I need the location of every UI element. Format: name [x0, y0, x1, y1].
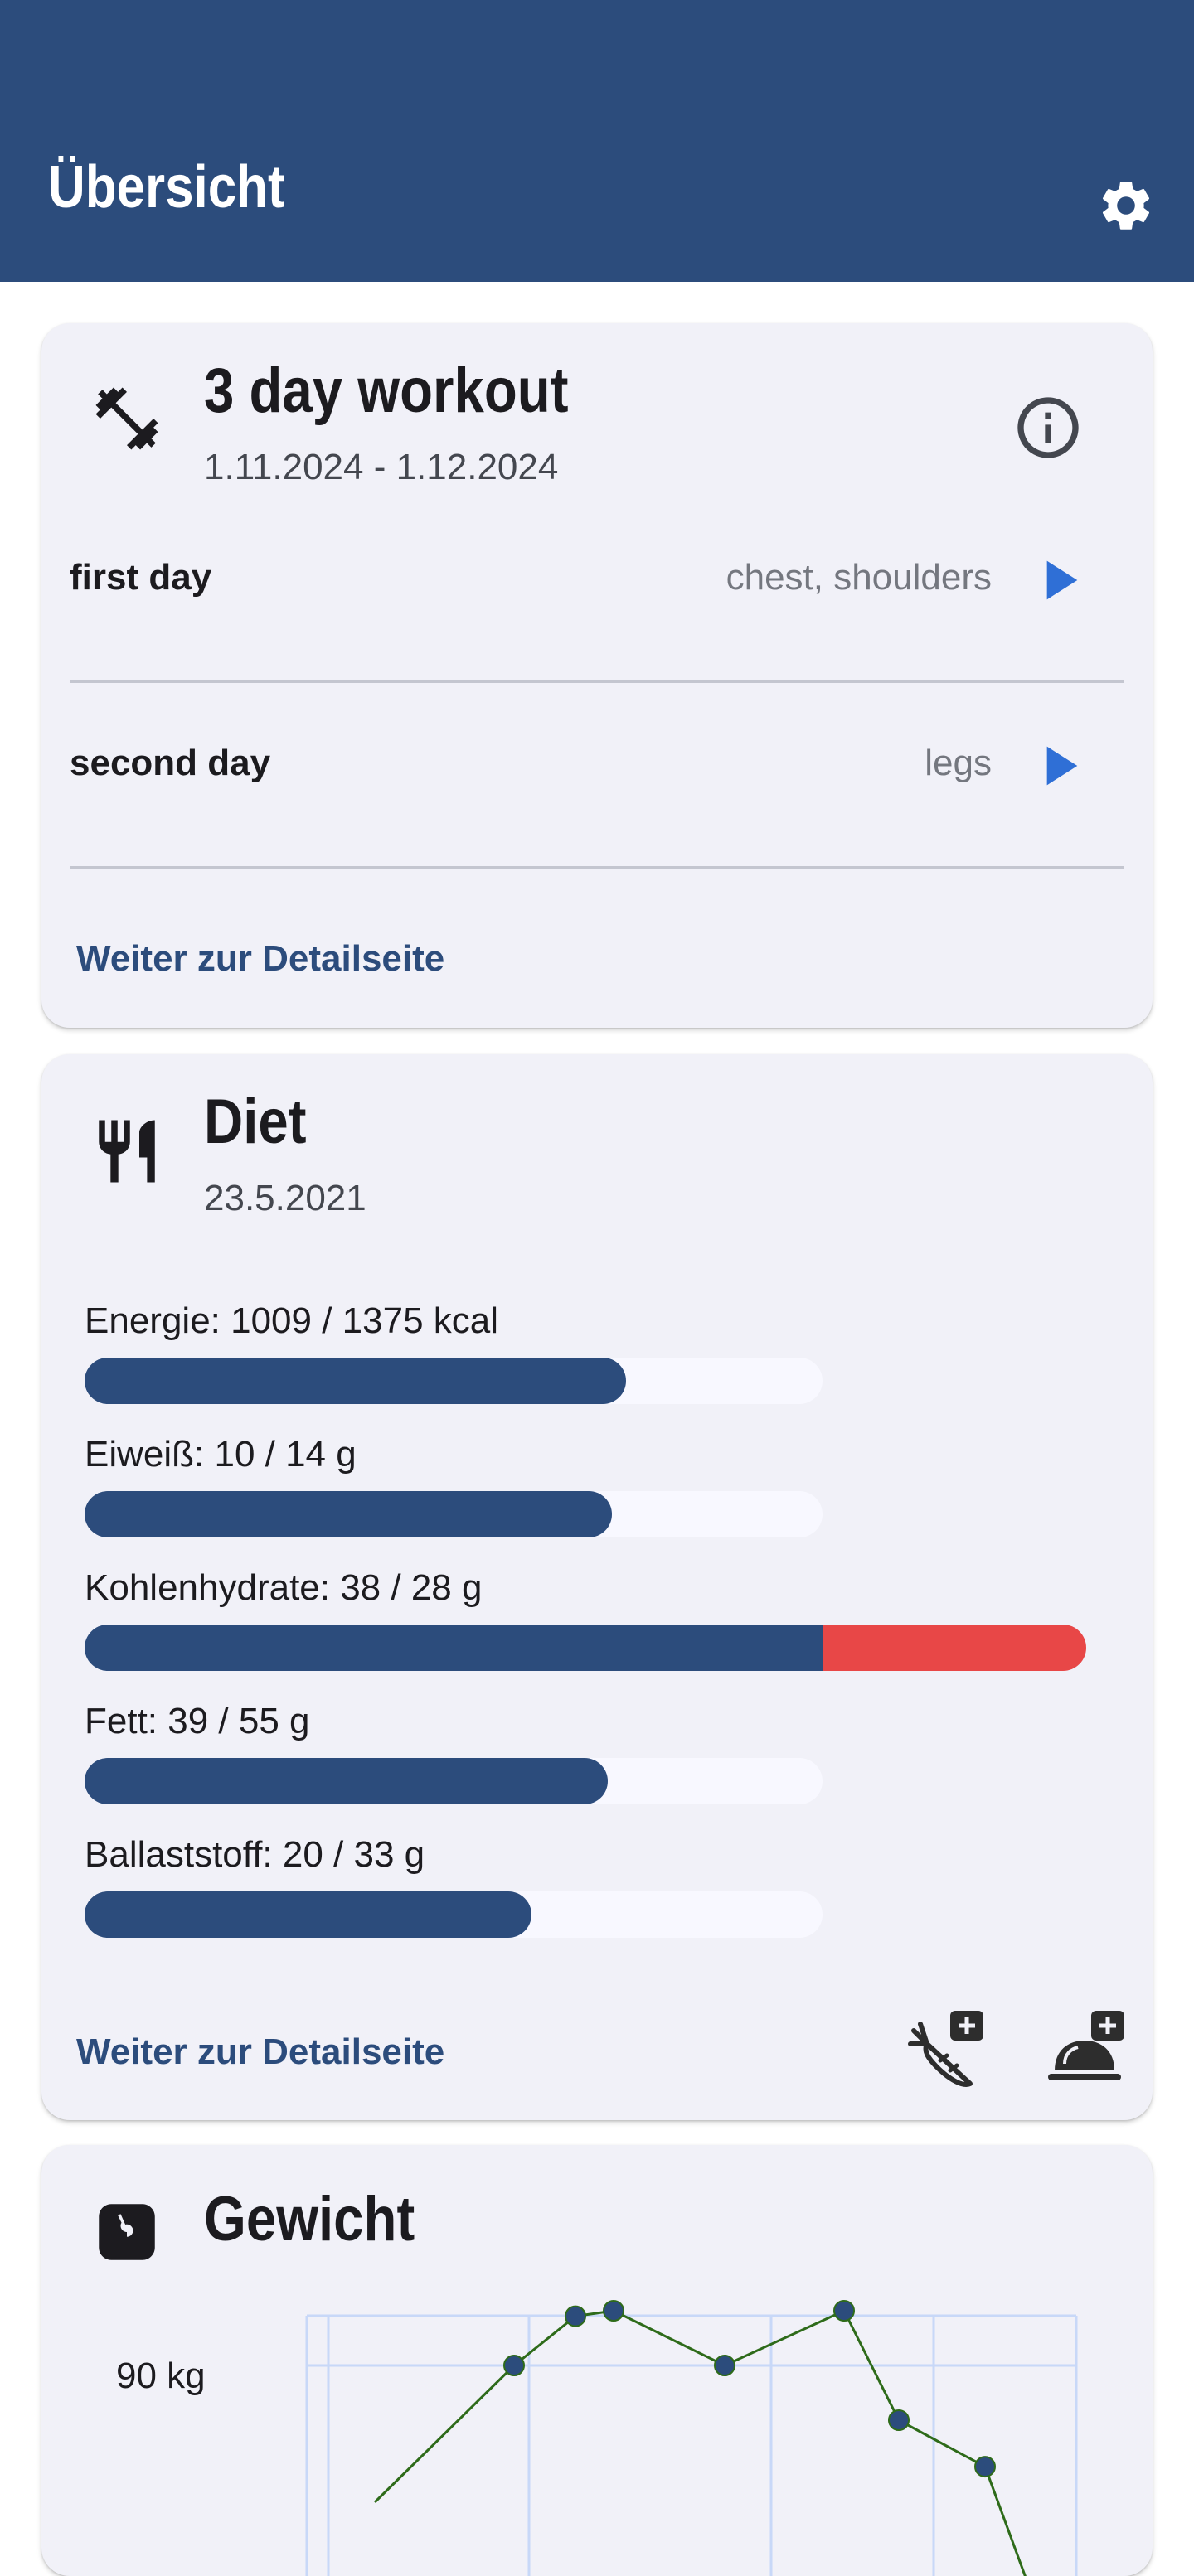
nutrient-progress-bar — [85, 1891, 823, 1938]
info-icon — [1017, 397, 1079, 458]
workout-title: 3 day workout — [204, 356, 569, 426]
weight-card: Gewicht 90 kg — [41, 2145, 1153, 2576]
workout-day-row[interactable]: first day chest, shoulders — [70, 497, 1124, 683]
nutrient-progress-bar — [85, 1358, 823, 1404]
day-name: first day — [70, 557, 212, 598]
diet-title: Diet — [204, 1087, 307, 1157]
weight-series-line — [373, 2309, 1027, 2576]
nutrient-progress-fill — [85, 1758, 609, 1804]
page-title: Übersicht — [48, 154, 285, 220]
divider — [70, 866, 1124, 869]
add-meal-button[interactable] — [1045, 2007, 1128, 2090]
start-day-button[interactable] — [1025, 547, 1091, 613]
day-muscles: legs — [925, 743, 992, 783]
info-button[interactable] — [1012, 391, 1085, 464]
y-tick-label: 90 kg — [116, 2356, 206, 2396]
carrot-add-icon — [908, 2011, 983, 2087]
weight-data-point[interactable] — [565, 2305, 586, 2327]
fork-knife-icon — [90, 1114, 164, 1189]
settings-button[interactable] — [1088, 167, 1164, 244]
nutrient-label: Ballaststoff: 20 / 33 g — [85, 1834, 425, 1875]
workout-day-row[interactable]: second day legs — [70, 683, 1124, 869]
day-name: second day — [70, 743, 271, 783]
diet-detail-link[interactable]: Weiter zur Detailseite — [76, 2031, 445, 2072]
workout-detail-link[interactable]: Weiter zur Detailseite — [76, 938, 445, 979]
play-icon — [1046, 746, 1078, 786]
add-food-button[interactable] — [904, 2007, 987, 2090]
weight-data-point[interactable] — [603, 2300, 624, 2322]
diet-date: 23.5.2021 — [204, 1178, 366, 1218]
dumbbell-icon — [90, 381, 164, 456]
day-muscles: chest, shoulders — [726, 557, 992, 598]
weight-data-point[interactable] — [888, 2409, 910, 2431]
workout-card: 3 day workout 1.11.2024 - 1.12.2024 firs… — [41, 323, 1153, 1028]
weight-chart — [305, 2300, 1078, 2576]
divider — [70, 680, 1124, 683]
nutrient-progress-bar — [85, 1758, 823, 1804]
nutrient-progress-fill — [85, 1491, 612, 1537]
nutrient-progress-fill — [85, 1625, 823, 1671]
nutrient-overflow-fill — [823, 1625, 1086, 1671]
nutrient-progress-fill — [85, 1891, 532, 1938]
nutrient-progress-bar — [85, 1491, 823, 1537]
nutrient-label: Fett: 39 / 55 g — [85, 1701, 310, 1741]
nutrient-progress-fill — [85, 1358, 627, 1404]
play-icon — [1046, 560, 1078, 600]
nutrient-label: Kohlenhydrate: 38 / 28 g — [85, 1567, 483, 1608]
nutrient-label: Eiweiß: 10 / 14 g — [85, 1434, 357, 1474]
diet-card: Diet 23.5.2021 Energie: 1009 / 1375 kcal… — [41, 1054, 1153, 2120]
app-bar: Übersicht — [0, 0, 1194, 282]
nutrient-label: Energie: 1009 / 1375 kcal — [85, 1300, 499, 1341]
nutrient-progress-bar — [85, 1625, 1086, 1671]
weight-data-point[interactable] — [714, 2355, 735, 2376]
weight-data-point[interactable] — [833, 2300, 855, 2322]
cloche-add-icon — [1048, 2011, 1124, 2080]
weight-title: Gewicht — [204, 2184, 415, 2254]
weight-data-point[interactable] — [974, 2456, 996, 2478]
scale-icon — [90, 2195, 164, 2269]
start-day-button[interactable] — [1025, 733, 1091, 799]
gear-icon — [1102, 182, 1150, 230]
workout-date-range: 1.11.2024 - 1.12.2024 — [204, 447, 559, 487]
weight-data-point[interactable] — [503, 2355, 525, 2376]
